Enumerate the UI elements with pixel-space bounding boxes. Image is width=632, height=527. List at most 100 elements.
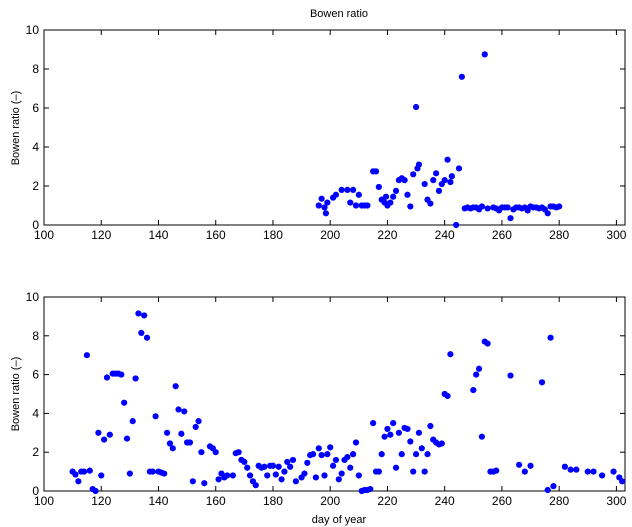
data-point — [473, 371, 480, 378]
data-point — [75, 478, 82, 485]
data-point — [149, 468, 156, 475]
data-point — [138, 329, 145, 336]
data-point — [421, 180, 428, 188]
data-point — [381, 433, 388, 440]
data-point — [438, 440, 445, 447]
data-point — [424, 451, 431, 458]
data-point — [244, 464, 251, 471]
data-point — [493, 467, 500, 474]
data-point — [284, 458, 291, 465]
y-tick-label: 2 — [32, 179, 39, 193]
x-tick-label: 100 — [34, 494, 54, 508]
data-point — [175, 406, 182, 413]
data-point — [470, 387, 477, 394]
data-point — [83, 352, 91, 359]
data-point — [504, 204, 511, 211]
data-point — [619, 478, 626, 485]
data-point — [315, 445, 322, 452]
data-point — [335, 476, 342, 483]
data-point — [447, 179, 454, 186]
data-point — [278, 476, 285, 483]
data-point — [324, 451, 331, 458]
x-tick-label: 160 — [206, 228, 226, 242]
data-point — [318, 195, 325, 202]
data-point — [481, 51, 488, 58]
data-point — [322, 210, 330, 217]
data-point — [550, 483, 557, 490]
data-point — [415, 161, 423, 168]
data-point — [355, 472, 362, 479]
data-point — [201, 480, 208, 487]
y-tick-label: 10 — [26, 23, 40, 37]
data-point — [484, 205, 491, 212]
data-point — [516, 461, 523, 468]
data-point — [272, 471, 279, 478]
data-point — [292, 478, 299, 485]
x-tick-label: 200 — [320, 494, 340, 508]
x-tick-label: 220 — [377, 228, 397, 242]
x-tick-label: 120 — [91, 494, 111, 508]
data-point — [92, 487, 99, 495]
data-point — [289, 456, 297, 464]
data-point — [129, 418, 136, 425]
chart-title: Bowen ratio — [310, 8, 368, 20]
data-point — [329, 462, 337, 469]
data-point — [444, 156, 451, 163]
data-point — [161, 470, 168, 477]
x-tick-label: 180 — [263, 228, 283, 242]
data-point — [321, 472, 328, 479]
data-point — [166, 440, 174, 447]
data-point — [101, 436, 108, 443]
x-tick-label: 200 — [320, 228, 340, 242]
data-point — [312, 474, 319, 481]
data-point — [332, 456, 340, 464]
data-point — [395, 429, 402, 436]
data-point — [561, 463, 568, 470]
data-point — [410, 468, 417, 475]
data-point — [192, 423, 199, 431]
y-tick-label: 4 — [32, 140, 39, 154]
data-point — [126, 470, 133, 477]
data-point — [544, 210, 551, 217]
data-point — [398, 451, 405, 458]
data-point — [163, 429, 171, 436]
x-tick-label: 240 — [435, 494, 455, 508]
data-point — [338, 470, 345, 477]
data-point — [135, 310, 142, 317]
data-point — [507, 215, 514, 222]
data-point — [387, 199, 394, 206]
data-point — [507, 372, 514, 379]
axes-frame — [43, 296, 626, 492]
data-point — [344, 186, 351, 193]
data-point — [143, 334, 151, 341]
data-point — [444, 392, 451, 400]
data-point — [484, 340, 491, 347]
y-tick-label: 6 — [32, 101, 39, 115]
data-point — [212, 449, 219, 456]
data-point — [430, 177, 437, 184]
data-point — [610, 468, 617, 475]
data-point — [189, 478, 196, 485]
y-tick-label: 0 — [32, 218, 39, 232]
bottom-chart-panel: Bowen ratio (–) day of year 100 120 140 160… — [10, 290, 627, 526]
data-point — [384, 425, 391, 433]
data-point — [401, 177, 408, 184]
data-point — [448, 173, 455, 180]
top-chart-panel: Bowen ratio Bowen ratio (–) 100 120 140 160… — [10, 8, 627, 242]
y-tick-label: 0 — [32, 484, 39, 498]
y-tick-label: 4 — [32, 406, 39, 420]
data-point — [269, 462, 277, 469]
data-point — [382, 193, 390, 200]
data-point — [407, 203, 414, 210]
data-point — [352, 202, 360, 209]
x-tick-label: 120 — [91, 228, 111, 242]
data-point — [412, 103, 420, 111]
data-point — [415, 429, 423, 436]
data-point — [355, 191, 362, 198]
data-point — [392, 464, 400, 471]
data-point — [344, 453, 351, 461]
x-tick-label: 140 — [148, 228, 168, 242]
data-point — [252, 482, 259, 489]
data-point — [347, 464, 354, 471]
y-tick-label: 6 — [32, 368, 39, 382]
